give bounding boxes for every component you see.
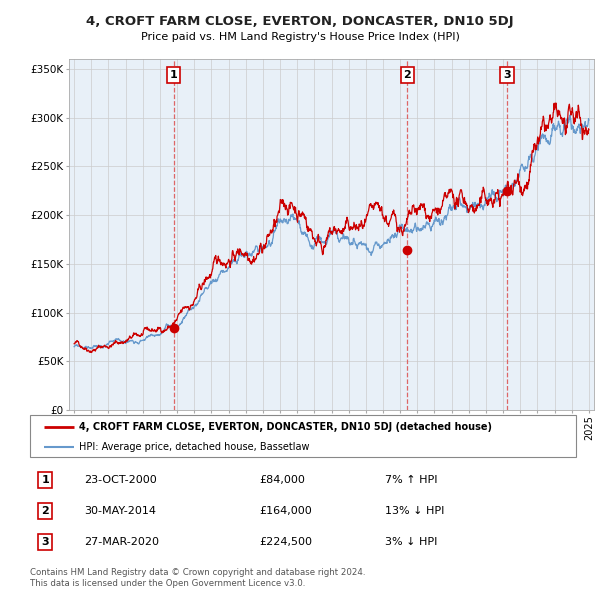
Text: 1: 1 [41, 475, 49, 484]
Text: 30-MAY-2014: 30-MAY-2014 [85, 506, 157, 516]
FancyBboxPatch shape [30, 415, 576, 457]
Text: Price paid vs. HM Land Registry's House Price Index (HPI): Price paid vs. HM Land Registry's House … [140, 32, 460, 42]
Text: 27-MAR-2020: 27-MAR-2020 [85, 537, 160, 547]
Text: 2: 2 [403, 70, 411, 80]
Text: 4, CROFT FARM CLOSE, EVERTON, DONCASTER, DN10 5DJ: 4, CROFT FARM CLOSE, EVERTON, DONCASTER,… [86, 15, 514, 28]
Text: 3% ↓ HPI: 3% ↓ HPI [385, 537, 437, 547]
Text: 2: 2 [41, 506, 49, 516]
Text: 3: 3 [41, 537, 49, 547]
Text: 4, CROFT FARM CLOSE, EVERTON, DONCASTER, DN10 5DJ (detached house): 4, CROFT FARM CLOSE, EVERTON, DONCASTER,… [79, 422, 492, 432]
Text: 13% ↓ HPI: 13% ↓ HPI [385, 506, 444, 516]
Text: HPI: Average price, detached house, Bassetlaw: HPI: Average price, detached house, Bass… [79, 442, 310, 452]
Text: 23-OCT-2000: 23-OCT-2000 [85, 475, 157, 484]
Text: £224,500: £224,500 [259, 537, 313, 547]
Text: Contains HM Land Registry data © Crown copyright and database right 2024.
This d: Contains HM Land Registry data © Crown c… [30, 568, 365, 588]
Text: 3: 3 [503, 70, 511, 80]
Text: 1: 1 [170, 70, 178, 80]
Text: £164,000: £164,000 [259, 506, 312, 516]
Text: 7% ↑ HPI: 7% ↑ HPI [385, 475, 437, 484]
Text: £84,000: £84,000 [259, 475, 305, 484]
